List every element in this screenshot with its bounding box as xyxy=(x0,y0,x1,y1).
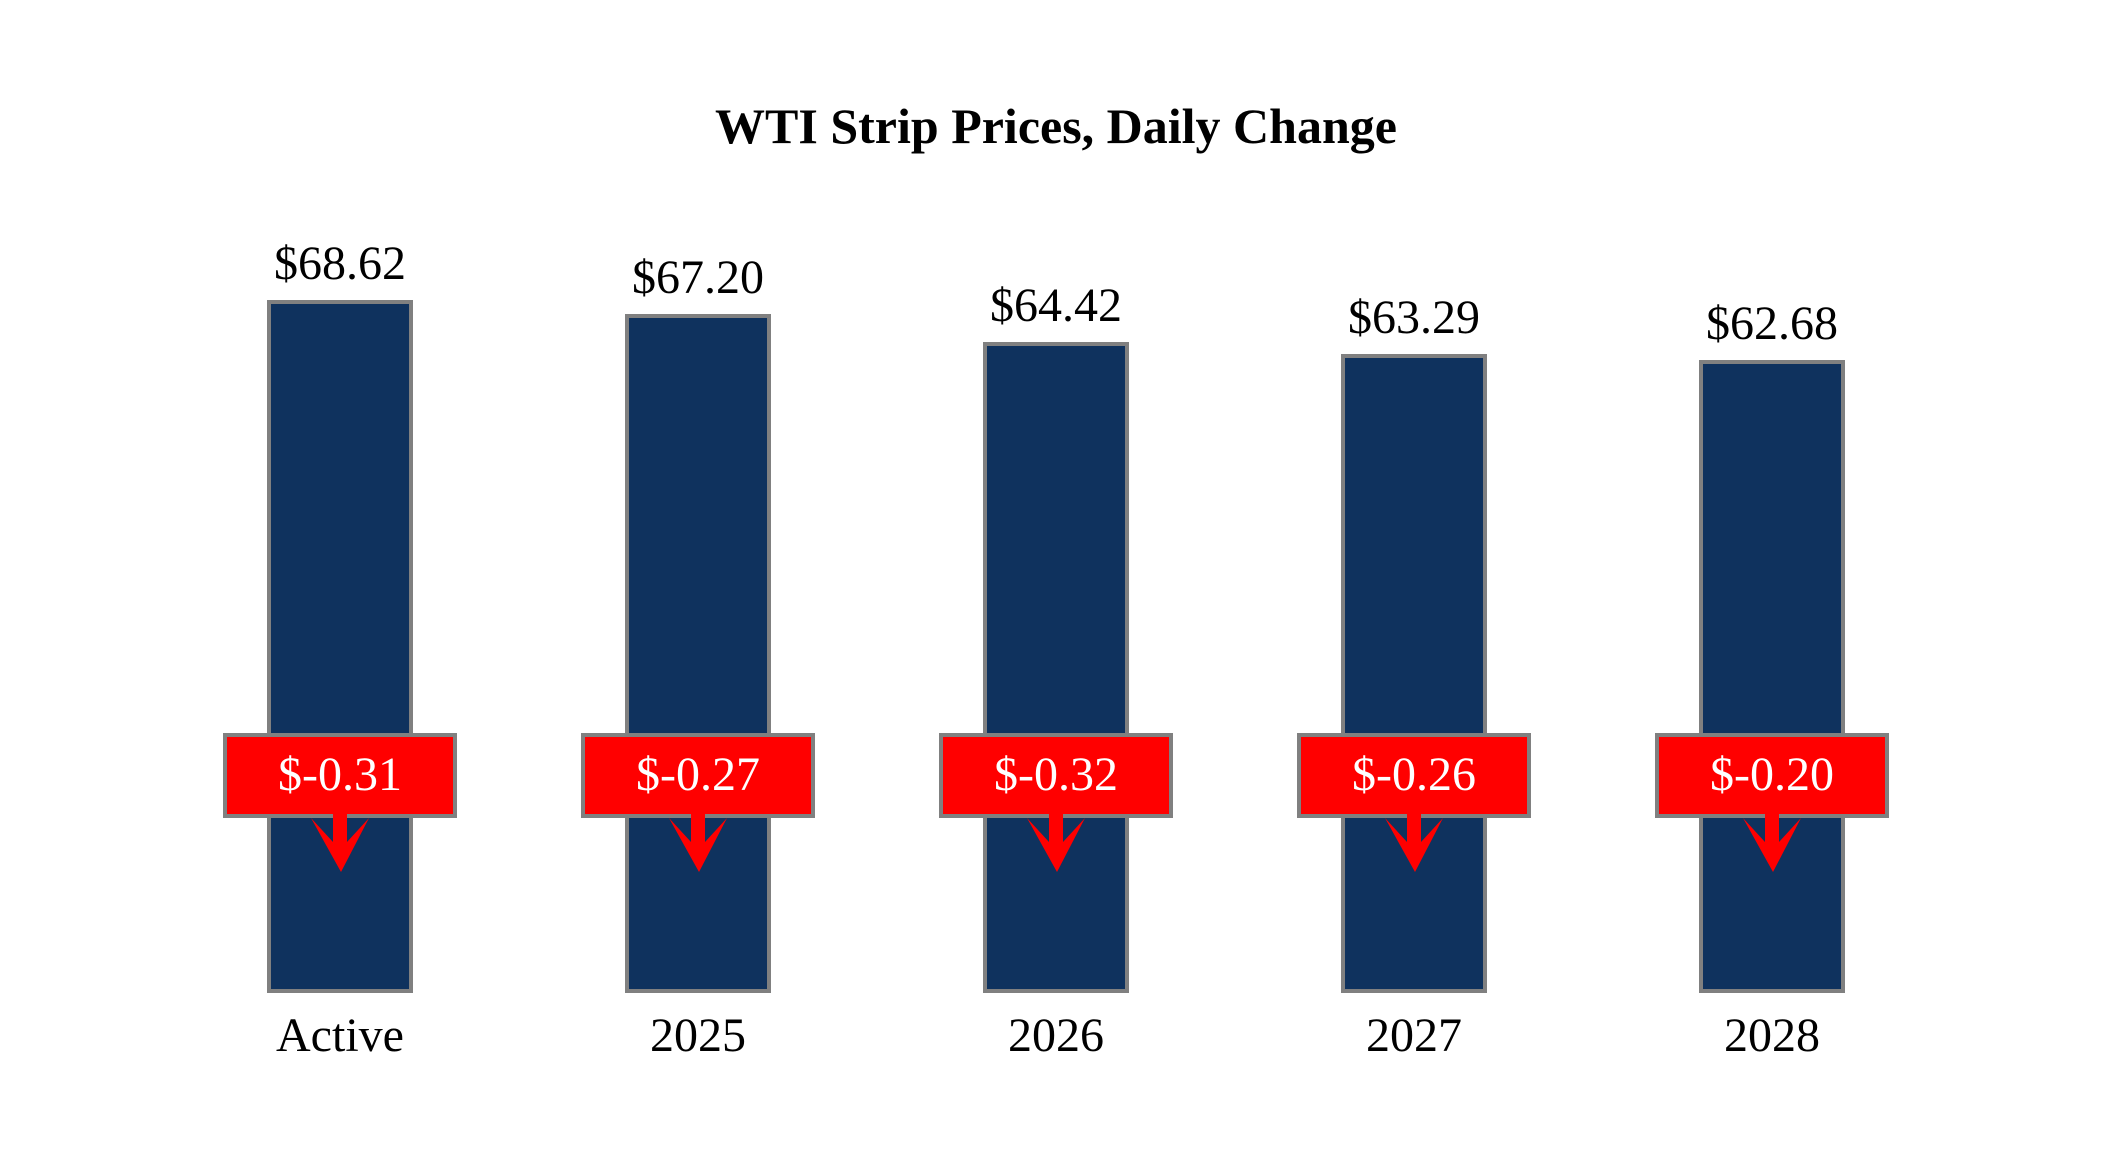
price-bar xyxy=(267,300,413,993)
plot-area: $68.62 $-0.31 Active $67.20 $-0.27 2025 $64.42… xyxy=(161,0,1951,1062)
bar-group: $64.42 $-0.32 2026 xyxy=(877,0,1235,1062)
bar-group: $67.20 $-0.27 2025 xyxy=(519,0,877,1062)
bar-group: $63.29 $-0.26 2027 xyxy=(1235,0,1593,1062)
down-arrow-icon xyxy=(1743,814,1801,872)
price-label: $64.42 xyxy=(990,279,1122,332)
bar-group: $62.68 $-0.20 2028 xyxy=(1593,0,1951,1062)
down-arrow-icon xyxy=(311,814,369,872)
down-arrow-icon xyxy=(1027,814,1085,872)
category-label: Active xyxy=(276,1009,404,1062)
price-bar xyxy=(1341,354,1487,993)
category-label: 2025 xyxy=(650,1009,746,1062)
daily-change-box: $-0.26 xyxy=(1297,733,1531,818)
price-label: $62.68 xyxy=(1706,297,1838,350)
category-label: 2026 xyxy=(1008,1009,1104,1062)
down-arrow-icon xyxy=(1385,814,1443,872)
price-label: $63.29 xyxy=(1348,291,1480,344)
down-arrow-icon xyxy=(669,814,727,872)
price-bar xyxy=(625,314,771,993)
daily-change-box: $-0.27 xyxy=(581,733,815,818)
price-bar xyxy=(983,342,1129,993)
daily-change-box: $-0.32 xyxy=(939,733,1173,818)
bar-group: $68.62 $-0.31 Active xyxy=(161,0,519,1062)
daily-change-box: $-0.31 xyxy=(223,733,457,818)
chart-title: WTI Strip Prices, Daily Change xyxy=(715,98,1397,154)
daily-change-box: $-0.20 xyxy=(1655,733,1889,818)
category-label: 2027 xyxy=(1366,1009,1462,1062)
category-label: 2028 xyxy=(1724,1009,1820,1062)
price-label: $68.62 xyxy=(274,237,406,290)
price-bar xyxy=(1699,360,1845,993)
price-label: $67.20 xyxy=(632,251,764,304)
